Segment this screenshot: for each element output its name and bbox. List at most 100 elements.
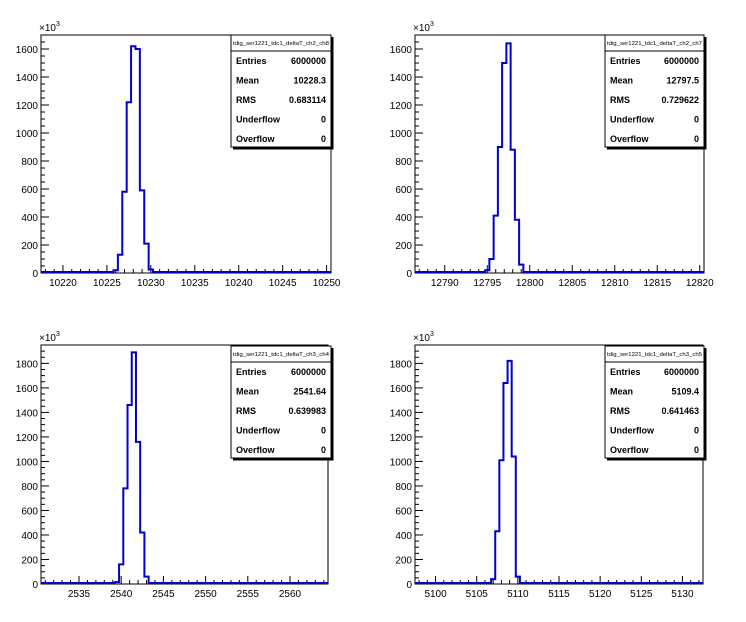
histogram-bin [115, 582, 119, 584]
x-tick-label: 10230 [137, 278, 165, 289]
y-tick-label: 0 [32, 580, 38, 591]
y-multiplier-text: ×10 [39, 333, 56, 344]
histogram-bin [512, 457, 516, 584]
y-tick-label: 1000 [16, 457, 39, 468]
x-tick-label: 5110 [507, 589, 529, 600]
y-tick-label: 0 [406, 580, 412, 591]
stat-label: RMS [236, 95, 256, 105]
histogram-bin [144, 244, 148, 273]
x-tick-label: 12815 [643, 278, 671, 289]
x-tick-label: 10245 [269, 278, 297, 289]
stat-value: 0.683114 [289, 95, 326, 105]
x-tick-label: 5115 [548, 589, 570, 600]
y-tick-label: 1400 [16, 73, 39, 84]
y-tick-label: 1800 [16, 359, 39, 370]
x-tick-label: 2535 [68, 589, 91, 600]
histogram-bin [491, 579, 495, 584]
stat-label: Mean [610, 387, 633, 397]
histogram-bin [122, 192, 126, 273]
y-tick-label: 600 [21, 185, 38, 196]
x-tick-label: 5130 [671, 589, 694, 600]
stat-label: RMS [610, 95, 630, 105]
y-tick-label: 0 [32, 269, 38, 280]
x-tick-label: 10250 [313, 278, 341, 289]
y-tick-label: 800 [21, 482, 38, 493]
y-tick-label: 800 [395, 482, 412, 493]
stat-value: 12797.5 [666, 76, 699, 86]
x-tick-label: 2550 [194, 589, 217, 600]
stat-value: 0 [694, 115, 699, 125]
histogram-bin [149, 270, 153, 274]
y-tick-label: 1600 [16, 384, 39, 395]
y-multiplier-text: ×10 [413, 333, 430, 344]
y-tick-label: 1400 [390, 73, 413, 84]
y-tick-label: 800 [395, 157, 412, 168]
stat-value: 10228.3 [293, 76, 326, 86]
stat-value: 0 [321, 445, 326, 455]
stats-box-title: tdig_ser1221_tdc1_deltaT_ch2_ch8 [233, 41, 329, 47]
histogram-bin [135, 49, 139, 273]
stat-value: 0 [321, 426, 326, 436]
stat-label: Entries [610, 56, 641, 66]
y-tick-label: 600 [395, 185, 412, 196]
stat-value: 0.639983 [288, 406, 326, 416]
stat-value: 5109.4 [671, 387, 699, 397]
stat-label: RMS [610, 406, 630, 416]
y-tick-label: 1400 [16, 408, 39, 419]
y-tick-label: 200 [21, 555, 38, 566]
stat-value: 0 [694, 445, 699, 455]
x-tick-label: 12805 [558, 278, 586, 289]
histogram-bin [502, 63, 506, 273]
stats-box-title: tdig_ser1221_tdc1_deltaT_ch3_ch5 [607, 352, 702, 358]
x-tick-label: 10240 [225, 278, 253, 289]
stat-label: Mean [236, 76, 259, 86]
x-tick-label: 5105 [466, 589, 489, 600]
y-exponent-label: ×103 [413, 21, 434, 34]
y-tick-label: 1200 [16, 433, 39, 444]
histogram-bin [123, 488, 127, 584]
x-tick-label: 10220 [49, 278, 77, 289]
stat-label: Overflow [236, 445, 276, 455]
stat-label: Entries [236, 367, 267, 377]
x-tick-label: 2560 [279, 589, 302, 600]
y-tick-label: 600 [21, 506, 38, 517]
y-tick-label: 1200 [390, 101, 413, 112]
histogram-bin [128, 405, 132, 584]
stats-box-frame [604, 34, 705, 148]
x-tick-label: 12790 [431, 278, 459, 289]
stat-value: 6000000 [291, 56, 326, 66]
histogram-bin [140, 190, 144, 273]
y-exponent-label: ×103 [413, 331, 434, 344]
histogram-bin [519, 265, 523, 273]
y-exponent-text: 3 [56, 21, 60, 28]
stats-box-title: tdig_ser1221_tdc1_deltaT_ch3_ch4 [233, 352, 329, 358]
y-tick-label: 400 [395, 213, 412, 224]
histogram-bin [144, 577, 148, 584]
histogram-bin [132, 352, 136, 584]
y-tick-label: 1800 [390, 359, 413, 370]
stat-label: Overflow [610, 445, 650, 455]
histogram-panel-4: 0 200 400 600 800 1000 1200 1400 1600 1800 5100 510… [390, 331, 707, 600]
stats-box: tdig_ser1221_tdc1_deltaT_ch3_ch5 Entries 6… [604, 345, 707, 461]
histogram-panel-2: 0 200 400 600 800 1000 1200 1400 1600 12790 12795 1… [390, 21, 714, 289]
x-tick-label: 2555 [237, 589, 260, 600]
x-tick-label: 12795 [473, 278, 501, 289]
y-tick-label: 1600 [390, 45, 413, 56]
histogram-bin [494, 216, 498, 273]
y-tick-label: 1000 [390, 457, 413, 468]
stats-box: tdig_ser1221_tdc1_deltaT_ch3_ch4 Entries 6… [230, 345, 334, 461]
histogram-series-line [415, 42, 704, 273]
histogram-bin [506, 43, 510, 273]
x-tick-label: 2545 [152, 589, 175, 600]
y-multiplier-text: ×10 [39, 23, 56, 34]
stat-value: 6000000 [664, 367, 699, 377]
stat-label: Entries [610, 367, 641, 377]
stat-value: 0 [694, 134, 699, 144]
stats-box-frame [230, 345, 332, 459]
y-multiplier-text: ×10 [413, 23, 430, 34]
y-tick-label: 600 [395, 506, 412, 517]
y-tick-label: 400 [395, 531, 412, 542]
stats-box: tdig_ser1221_tdc1_deltaT_ch2_ch8 Entries 6… [230, 34, 334, 150]
histogram-bin [140, 533, 144, 584]
x-tick-label: 2540 [110, 589, 133, 600]
